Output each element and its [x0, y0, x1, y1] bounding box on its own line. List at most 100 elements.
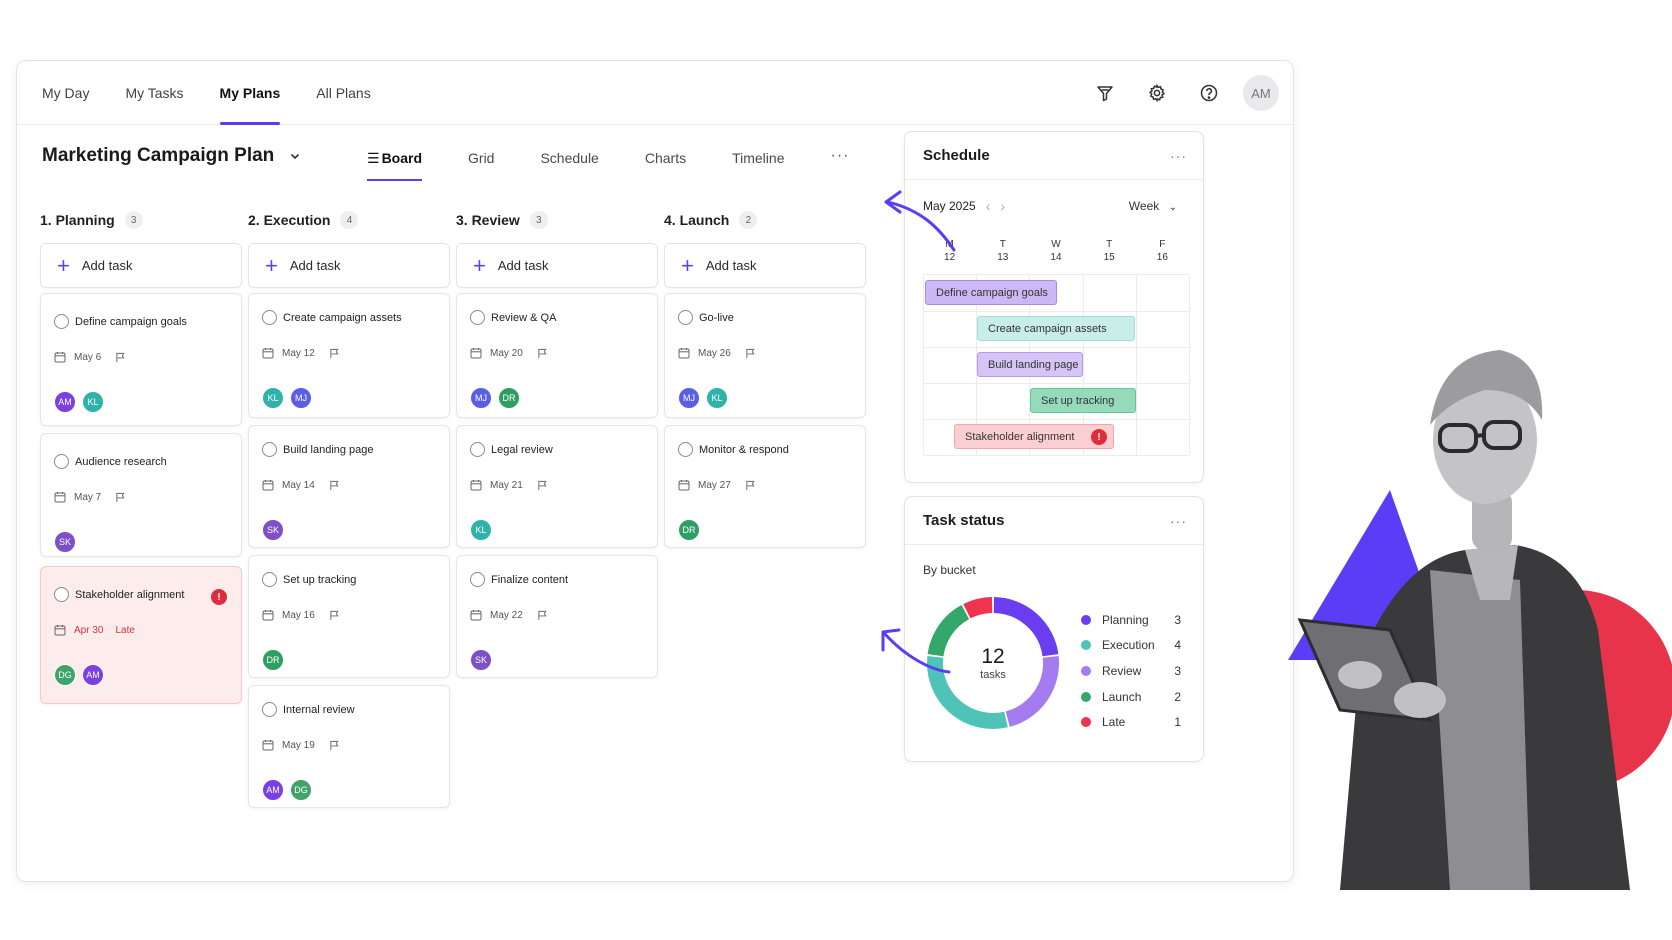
add-task-button[interactable]: + Add task [40, 243, 242, 288]
assignee-avatar[interactable]: SK [470, 649, 492, 671]
column-title: 1. Planning [40, 212, 115, 228]
person-with-tablet-illustration [1288, 350, 1672, 890]
grid-row-line [924, 311, 1189, 312]
task-card[interactable]: Review & QA May 20 MJ DR [456, 293, 658, 418]
task-card[interactable]: Legal review May 21 KL [456, 425, 658, 548]
range-dropdown[interactable]: Week ⌄ [1129, 199, 1177, 213]
assignee-avatar[interactable]: KL [470, 519, 492, 541]
tab-board[interactable]: ☰ Board [367, 139, 423, 181]
task-card[interactable]: Build landing page May 14 SK [248, 425, 450, 548]
tab-my-plans[interactable]: My Plans [219, 61, 280, 125]
complete-task-checkbox[interactable] [470, 572, 485, 587]
user-avatar[interactable]: AM [1243, 75, 1279, 111]
settings-gear-icon[interactable] [1137, 73, 1177, 113]
donut-slice-late[interactable] [963, 597, 993, 619]
task-card[interactable]: Define campaign goals May 6 AM KL [40, 293, 242, 426]
previous-week-chevron-icon[interactable]: ‹ [985, 198, 991, 214]
complete-task-checkbox[interactable] [54, 314, 69, 329]
help-icon[interactable] [1189, 73, 1229, 113]
flag-icon[interactable] [329, 480, 340, 491]
flag-icon[interactable] [115, 352, 126, 363]
complete-task-checkbox[interactable] [262, 310, 277, 325]
task-card[interactable]: Set up tracking May 16 DR [248, 555, 450, 678]
assignee-avatar[interactable]: KL [82, 391, 104, 413]
task-meta: May 16 [262, 609, 340, 621]
legend-count: 3 [1174, 663, 1181, 678]
flag-icon[interactable] [329, 610, 340, 621]
assignee-avatar[interactable]: DG [54, 664, 76, 686]
assignee-avatar[interactable]: MJ [470, 387, 492, 409]
task-card[interactable]: Stakeholder alignment! Apr 30 Late DG AM [40, 566, 242, 704]
filter-icon[interactable] [1085, 73, 1125, 113]
donut-slice-launch[interactable] [927, 605, 970, 657]
assignee-avatar[interactable]: AM [54, 391, 76, 413]
tab-all-plans[interactable]: All Plans [316, 85, 371, 101]
tab-grid[interactable]: Grid [468, 150, 495, 166]
schedule-task-bar[interactable]: Build landing page [977, 352, 1083, 377]
assignee-avatar[interactable]: SK [54, 531, 76, 553]
flag-icon[interactable] [745, 480, 756, 491]
assignee-avatar[interactable]: AM [82, 664, 104, 686]
flag-icon[interactable] [537, 610, 548, 621]
tab-schedule[interactable]: Schedule [540, 150, 599, 166]
task-status-more-button[interactable]: ··· [1170, 512, 1187, 529]
tab-charts[interactable]: Charts [644, 150, 687, 166]
assignee-avatar[interactable]: KL [706, 387, 728, 409]
donut-slice-review[interactable] [1005, 656, 1059, 727]
complete-task-checkbox[interactable] [54, 454, 69, 469]
task-card[interactable]: Monitor & respond May 27 DR [664, 425, 866, 548]
assignee-avatar[interactable]: SK [262, 519, 284, 541]
schedule-task-bar[interactable]: Set up tracking [1030, 388, 1136, 413]
schedule-task-bar[interactable]: Define campaign goals [925, 280, 1057, 305]
schedule-task-bar[interactable]: Create campaign assets [977, 316, 1135, 341]
task-card[interactable]: Create campaign assets May 12 KL MJ [248, 293, 450, 418]
assignee-avatar[interactable]: KL [262, 387, 284, 409]
complete-task-checkbox[interactable] [262, 442, 277, 457]
flag-icon[interactable] [329, 740, 340, 751]
complete-task-checkbox[interactable] [262, 572, 277, 587]
complete-task-checkbox[interactable] [470, 442, 485, 457]
assignee-avatar[interactable]: DG [290, 779, 312, 801]
day-of-week: F [1159, 239, 1166, 250]
complete-task-checkbox[interactable] [678, 442, 693, 457]
assignee-avatar[interactable]: AM [262, 779, 284, 801]
tab-my-tasks[interactable]: My Tasks [125, 85, 184, 101]
assignee-avatar[interactable]: MJ [290, 387, 312, 409]
task-status-panel: Task status ··· By bucket 12 tasks Plann… [904, 496, 1204, 762]
assignee-avatar[interactable]: DR [498, 387, 520, 409]
schedule-more-button[interactable]: ··· [1170, 147, 1187, 164]
task-card[interactable]: Finalize content May 22 SK [456, 555, 658, 678]
add-task-button[interactable]: + Add task [248, 243, 450, 288]
task-card[interactable]: Go-live May 26 MJ KL [664, 293, 866, 418]
schedule-task-bar[interactable]: Stakeholder alignment! [954, 424, 1114, 449]
flag-icon[interactable] [329, 348, 340, 359]
tab-timeline[interactable]: Timeline [732, 150, 785, 166]
complete-task-checkbox[interactable] [470, 310, 485, 325]
more-views-button[interactable]: ··· [830, 147, 850, 164]
assignee-avatars: SK [470, 649, 498, 671]
complete-task-checkbox[interactable] [54, 587, 69, 602]
flag-icon[interactable] [537, 348, 548, 359]
assignee-avatar[interactable]: MJ [678, 387, 700, 409]
tab-my-day[interactable]: My Day [42, 85, 90, 101]
add-task-button[interactable]: + Add task [664, 243, 866, 288]
flag-icon[interactable] [115, 492, 126, 503]
assignee-avatar[interactable]: DR [262, 649, 284, 671]
grid-row-line [924, 347, 1189, 348]
flag-icon[interactable] [745, 348, 756, 359]
flag-icon[interactable] [537, 480, 548, 491]
complete-task-checkbox[interactable] [678, 310, 693, 325]
donut-slice-planning[interactable] [993, 597, 1059, 657]
assignee-avatar[interactable]: DR [678, 519, 700, 541]
schedule-panel-header: Schedule ··· [905, 132, 1203, 180]
assignee-avatars: AM DG [262, 779, 318, 801]
donut-slice-execution[interactable] [927, 656, 1008, 729]
task-card[interactable]: Internal review May 19 AM DG [248, 685, 450, 808]
complete-task-checkbox[interactable] [262, 702, 277, 717]
plan-title-dropdown[interactable]: Marketing Campaign Plan [42, 145, 302, 167]
legend-label: Launch [1102, 689, 1142, 704]
task-card[interactable]: Audience research May 7 SK [40, 433, 242, 557]
board-column: 2. Execution 4 + Add task [248, 209, 450, 809]
next-week-chevron-icon[interactable]: › [1000, 198, 1006, 214]
add-task-button[interactable]: + Add task [456, 243, 658, 288]
